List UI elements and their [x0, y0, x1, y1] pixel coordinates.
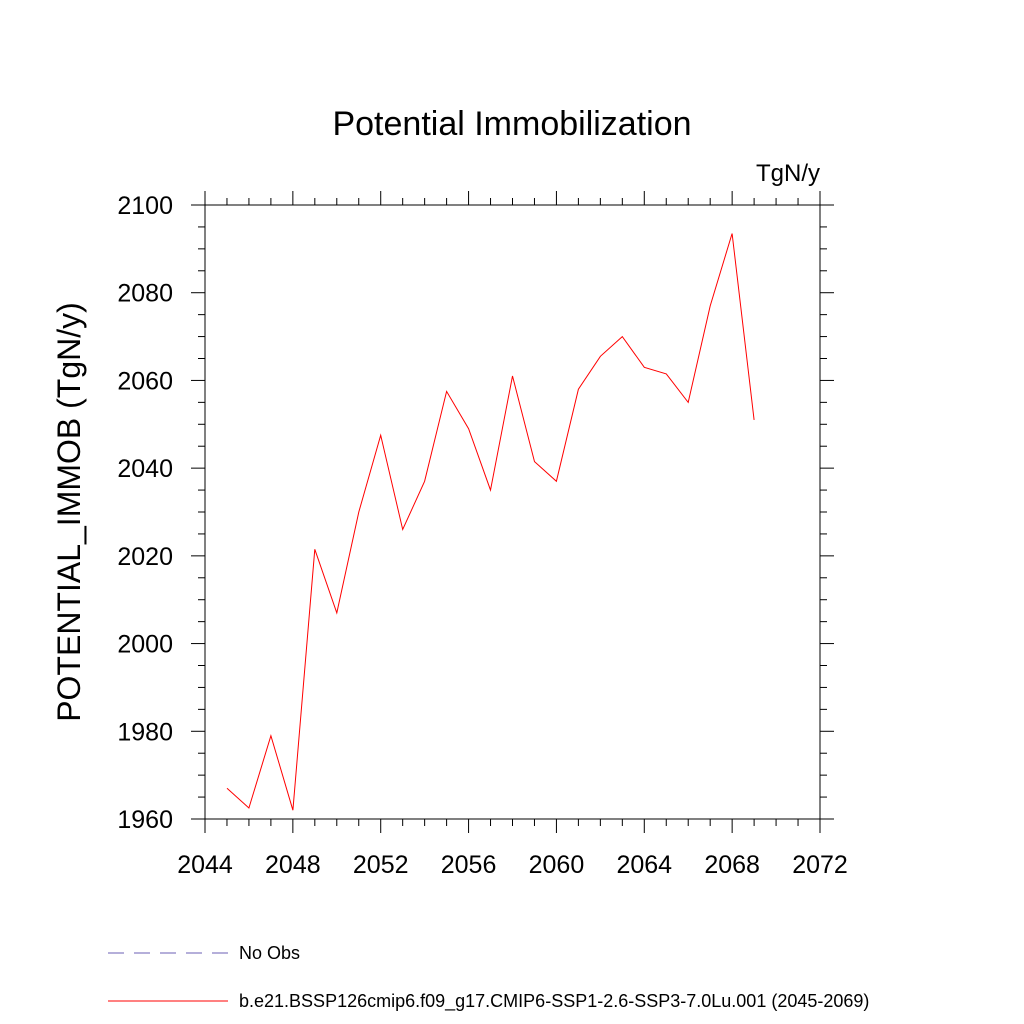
- x-tick-label: 2064: [616, 851, 672, 879]
- x-tick-labels: 2044 2048 2052 2056 2060 2064 2068 2072: [177, 851, 848, 879]
- plot-frame: [204, 204, 821, 820]
- y-tick-label: 2020: [117, 543, 173, 571]
- x-tick-label: 2044: [177, 851, 233, 879]
- series-layer: [226, 233, 755, 811]
- y-tick-label: 1960: [117, 806, 173, 834]
- legend-label: b.e21.BSSP126cmip6.f09_g17.CMIP6-SSP1-2.…: [239, 991, 869, 1012]
- y-tick-label: 2000: [117, 631, 173, 659]
- x-tick-label: 2048: [265, 851, 321, 879]
- y-tick-label: 2060: [117, 367, 173, 395]
- y-tick-label: 2080: [117, 280, 173, 308]
- x-tick-label: 2060: [529, 851, 585, 879]
- axis-ticks: [191, 191, 834, 833]
- legend: No Obs b.e21.BSSP126cmip6.f09_g17.CMIP6-S…: [108, 943, 869, 1012]
- y-tick-labels: 1960 1980 2000 2020 2040 2060 2080 2100: [117, 192, 173, 834]
- y-tick-label: 1980: [117, 718, 173, 746]
- x-tick-label: 2056: [441, 851, 497, 879]
- y-tick-label: 2040: [117, 455, 173, 483]
- x-tick-label: 2072: [792, 851, 848, 879]
- x-tick-label: 2068: [704, 851, 760, 879]
- y-tick-label: 2100: [117, 192, 173, 220]
- y-axis-label: POTENTIAL_IMMOB (TgN/y): [51, 302, 87, 722]
- x-tick-label: 2052: [353, 851, 409, 879]
- units-label: TgN/y: [756, 160, 820, 187]
- legend-label: No Obs: [239, 943, 300, 963]
- chart-title: Potential Immobilization: [332, 105, 691, 143]
- series-line: [226, 233, 755, 811]
